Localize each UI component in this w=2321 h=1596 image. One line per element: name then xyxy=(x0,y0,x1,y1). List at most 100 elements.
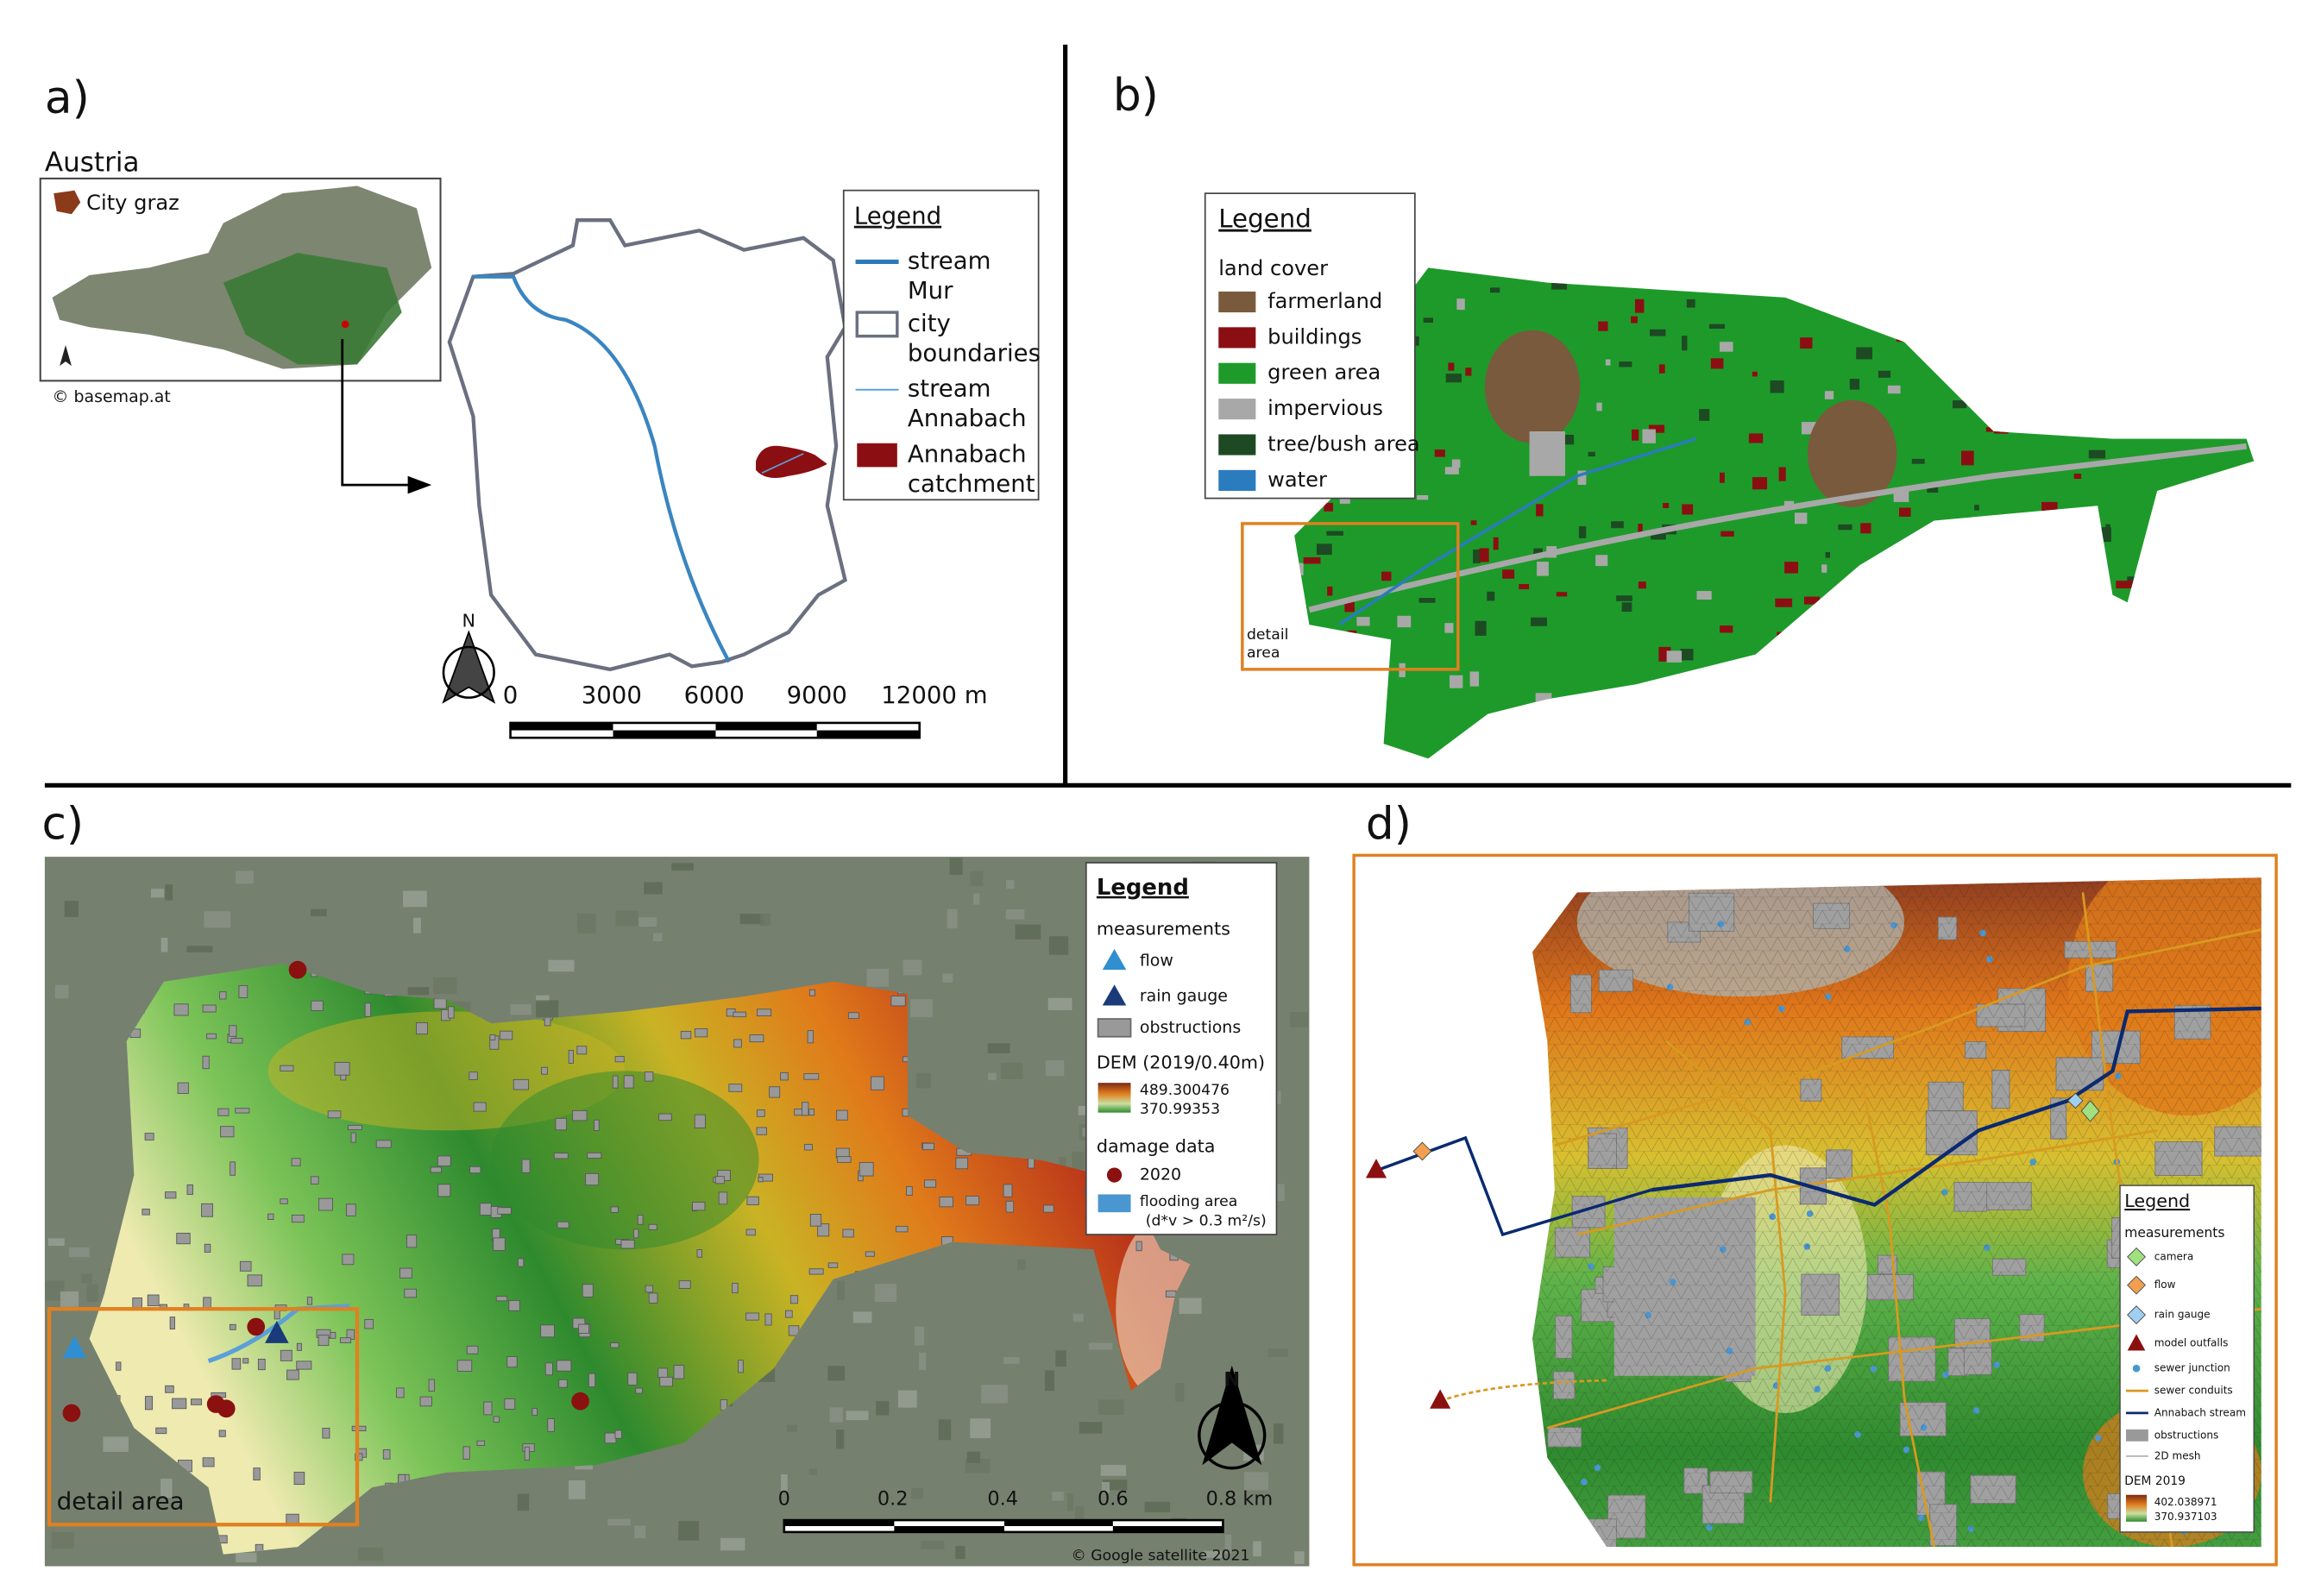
obstruction xyxy=(350,1132,356,1143)
satellite-patch xyxy=(548,959,575,972)
obstruction xyxy=(230,1323,236,1330)
satellite-patch xyxy=(1003,1357,1020,1364)
land-patch xyxy=(1946,572,1962,580)
land-patch xyxy=(1658,364,1665,374)
label: Legend xyxy=(1097,875,1189,901)
model-outfall xyxy=(1365,1159,1387,1178)
land-patch xyxy=(1686,298,1695,308)
land-patch xyxy=(2145,318,2157,324)
obstruction xyxy=(758,1177,764,1183)
land-patch xyxy=(1838,524,1852,531)
obstruction xyxy=(217,1108,230,1116)
label: rain gauge xyxy=(2154,1309,2211,1321)
land-patch xyxy=(2158,569,2173,581)
land-patch xyxy=(2110,659,2120,669)
land-patch xyxy=(2171,267,2178,270)
satellite-patch xyxy=(54,984,69,999)
obstruction xyxy=(448,1006,455,1019)
obstruction xyxy=(517,1258,525,1267)
land-patch xyxy=(1444,623,1454,633)
land-patch xyxy=(1938,359,1943,364)
land-patch xyxy=(2160,380,2173,386)
land-patch xyxy=(1948,377,1966,385)
map-shape xyxy=(62,1404,81,1423)
satellite-patch xyxy=(1015,924,1041,939)
land-patch xyxy=(1611,521,1624,529)
pointer-arrow xyxy=(341,339,417,487)
land-patch xyxy=(1878,370,1891,378)
satellite-patch xyxy=(1000,1062,1023,1080)
map-shape xyxy=(1665,1040,1787,1503)
land-patch xyxy=(1875,689,1882,699)
land-patch xyxy=(2167,591,2183,606)
satellite-patch xyxy=(615,910,638,927)
land-patch xyxy=(2008,303,2016,312)
obstruction xyxy=(173,1003,189,1016)
land-patch xyxy=(1327,586,1333,596)
label: 12000 m xyxy=(881,681,987,709)
satellite-patch xyxy=(433,977,457,995)
label: detail xyxy=(1247,626,1288,644)
label: area xyxy=(1247,644,1280,662)
obstruction xyxy=(147,1294,160,1307)
obstruction xyxy=(673,1365,685,1379)
land-patch xyxy=(1883,614,1890,629)
camera xyxy=(2080,1100,2100,1122)
obstruction xyxy=(204,1243,211,1253)
land-patch xyxy=(1912,566,1925,575)
land-patch xyxy=(2094,527,2111,543)
satellite-patch xyxy=(910,999,933,1018)
obstruction xyxy=(286,1513,299,1524)
obstruction xyxy=(203,1297,211,1309)
obstruction xyxy=(1165,1290,1177,1298)
satellite-patch xyxy=(955,1545,966,1560)
obstruction xyxy=(375,1140,392,1148)
obstruction xyxy=(499,1030,513,1040)
obstruction xyxy=(155,1427,167,1435)
satellite-patch xyxy=(866,968,889,987)
land-patch xyxy=(2235,474,2247,490)
label: City graz xyxy=(86,191,179,215)
map-shape xyxy=(217,1399,236,1418)
land-patch xyxy=(2210,609,2224,623)
land-patch xyxy=(2112,674,2126,680)
satellite-patch xyxy=(829,1407,843,1423)
obstruction xyxy=(547,1418,555,1432)
legend-swatch xyxy=(1102,984,1127,1006)
land-patch xyxy=(1397,615,1412,628)
land-patch xyxy=(1595,555,1608,567)
water xyxy=(1337,437,1697,626)
obstruction xyxy=(696,1249,702,1258)
graz-marker xyxy=(341,320,349,329)
land-patch xyxy=(1691,732,1708,748)
land-patch xyxy=(1988,691,1994,699)
obstruction xyxy=(623,1075,634,1089)
land-patch xyxy=(1465,368,1472,376)
obstruction xyxy=(202,1004,217,1013)
obstruction xyxy=(415,1022,428,1035)
obstruction xyxy=(896,1226,909,1233)
land-patch xyxy=(1800,337,1813,349)
label: 2020 xyxy=(1140,1166,1181,1184)
obstruction xyxy=(116,1361,122,1371)
label: sewer conduits xyxy=(2154,1385,2233,1397)
obstruction xyxy=(342,1254,355,1266)
land-patch xyxy=(2148,724,2161,738)
obstruction xyxy=(572,1110,588,1122)
obstruction xyxy=(808,1268,824,1275)
obstruction xyxy=(871,1076,884,1090)
flow-gauge xyxy=(62,1335,87,1359)
land-patch xyxy=(1381,571,1392,581)
land-patch xyxy=(1887,385,1901,394)
land-patch xyxy=(1877,267,1886,276)
map-shape xyxy=(2127,1334,2146,1351)
satellite-patch xyxy=(966,1451,981,1463)
obstruction xyxy=(594,1119,600,1131)
land-patch xyxy=(2208,703,2224,714)
land-patch xyxy=(1849,379,1860,390)
land-patch xyxy=(2117,308,2129,317)
obstruction xyxy=(1135,1241,1142,1252)
obstruction xyxy=(817,1223,830,1237)
land-patch xyxy=(1321,673,1328,681)
